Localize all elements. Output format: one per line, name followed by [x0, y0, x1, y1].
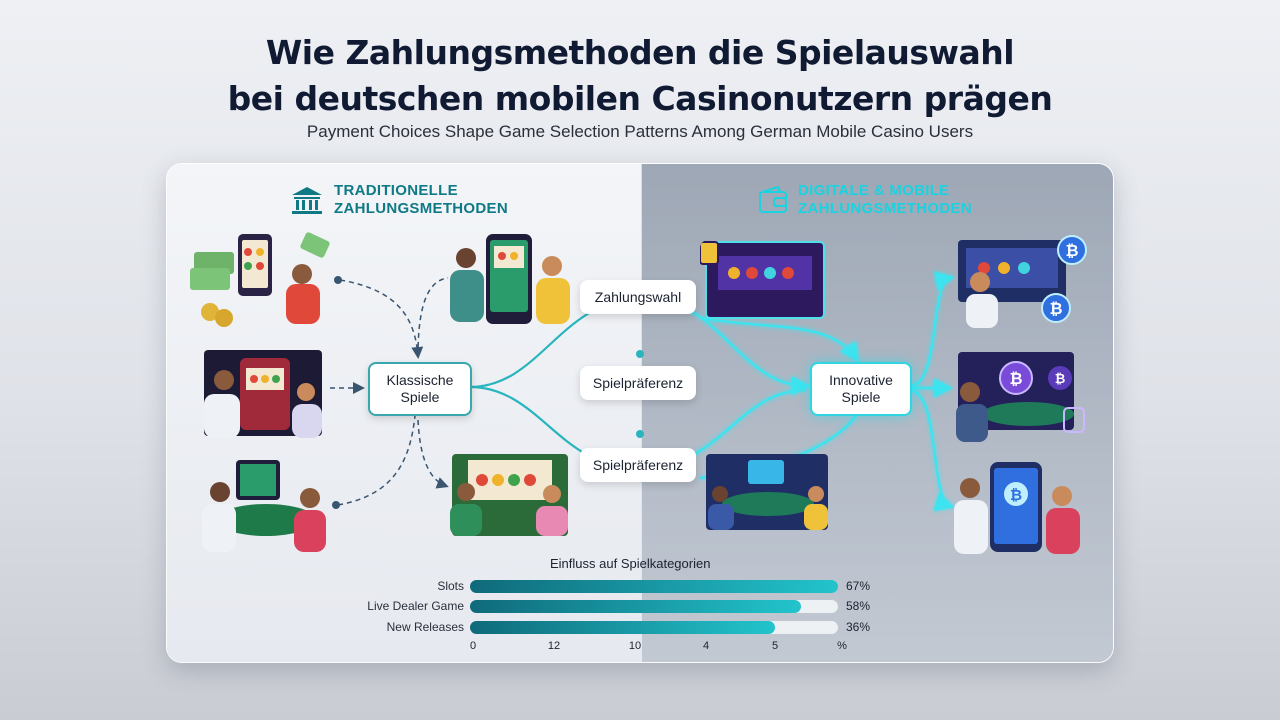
bar-value-label: 67%: [846, 579, 871, 593]
dot-table: [332, 501, 340, 509]
traditional-header-line-1: TRADITIONELLE: [334, 182, 458, 199]
traditional-header-line-2: ZAHLUNGSMETHODEN: [334, 200, 508, 217]
bar: [470, 600, 801, 613]
svg-text:₿: ₿: [1065, 241, 1078, 260]
zahlungswahl-node: Zahlungswahl: [580, 280, 696, 314]
arrow-cash-to-klassische: [339, 279, 424, 359]
klassische-spiele-node: Klassische Spiele: [368, 362, 472, 416]
crypto-live-roulette-illustration: ₿ ₿: [948, 350, 1088, 442]
subtitle: Payment Choices Shape Game Selection Pat…: [306, 122, 974, 141]
arrow-table-to-klassische: [337, 415, 416, 506]
crypto-slots-illustration: ₿ ₿: [950, 234, 1088, 328]
digital-header: DIGITALE & MOBILE ZAHLUNGSMETHODEN: [758, 182, 972, 218]
bar-track: [470, 600, 838, 613]
x-tick-label: 12: [547, 640, 561, 652]
spielpraeferenz-node-top: Spielpräferenz: [580, 366, 696, 400]
bank-icon: [292, 187, 322, 214]
digital-header-line-1: DIGITALE & MOBILE: [798, 182, 950, 199]
arrow-up-to-couple: [417, 277, 449, 357]
panel-divider: [641, 164, 642, 662]
x-tick-label: 0: [469, 640, 477, 652]
bar-label: New Releases: [386, 620, 464, 634]
fruit-slots-couple-illustration: [446, 452, 574, 538]
cash-payment-slots-illustration: [190, 232, 330, 330]
traditional-header: TRADITIONELLE ZAHLUNGSMETHODEN: [290, 182, 508, 218]
bar-track: [470, 580, 838, 593]
chart-title: Einfluss auf Spielkategorien: [550, 556, 711, 571]
bar-label: Slots: [437, 579, 464, 593]
klassische-line-1: Klassische: [386, 372, 454, 388]
svg-text:₿: ₿: [1010, 486, 1022, 504]
wallet-icon: [759, 186, 787, 213]
dot-mid-top: [636, 350, 644, 358]
dot-cash: [334, 276, 342, 284]
innovative-spiele-node: Innovative Spiele: [810, 362, 912, 416]
x-tick-label: 10: [628, 640, 642, 652]
dashed-arrows: [330, 277, 449, 506]
bar: [470, 621, 775, 634]
bar-value-label: 58%: [846, 599, 871, 613]
klassische-line-2: Spiele: [400, 389, 440, 405]
bar-value-label: 36%: [846, 620, 871, 634]
svg-text:₿: ₿: [1049, 299, 1062, 318]
bar-label: Live Dealer Game: [367, 599, 464, 613]
digital-header-line-2: ZAHLUNGSMETHODEN: [798, 200, 972, 217]
svg-text:₿: ₿: [1055, 372, 1066, 387]
spielpraeferenz-node-bottom: Spielpräferenz: [580, 448, 696, 482]
x-tick-label: 5: [771, 640, 779, 652]
title-line-1: Wie Zahlungsmethoden die Spielauswahl: [265, 33, 1015, 72]
x-tick-label: 4: [702, 640, 710, 652]
bar-track: [470, 621, 838, 634]
innovative-line-1: Innovative: [829, 372, 893, 388]
title-line-2: bei deutschen mobilen Casinonutzern präg…: [227, 79, 1053, 118]
bar: [470, 580, 838, 593]
bitcoin-phone-couple-illustration: ₿: [950, 460, 1088, 556]
live-table-couple-illustration: [200, 458, 330, 554]
arrow-down-to-fruit: [417, 419, 449, 489]
vr-live-table-illustration: [704, 452, 830, 532]
x-tick-label: %: [837, 640, 847, 652]
digital-slots-screen-illustration: [700, 240, 828, 320]
dot-mid-bottom: [636, 430, 644, 438]
slot-machine-couple-illustration: [200, 350, 330, 440]
innovative-line-2: Spiele: [841, 389, 881, 405]
couple-mobile-slots-illustration: [448, 232, 578, 328]
main-title: Wie Zahlungsmethoden die Spielauswahl be…: [0, 30, 1280, 122]
svg-text:₿: ₿: [1009, 369, 1022, 388]
